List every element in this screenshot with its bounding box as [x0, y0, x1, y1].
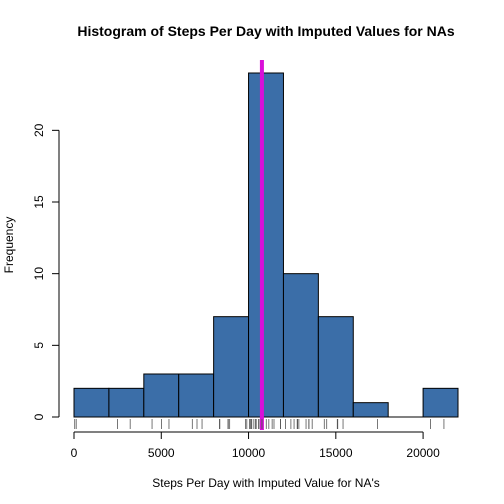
bar: [422, 387, 459, 418]
x-tick-label: 15000: [319, 446, 353, 460]
x-tick-label: 0: [71, 446, 78, 460]
x-tick-label: 5000: [148, 446, 175, 460]
x-axis-label: Steps Per Day with Imputed Value for NA'…: [152, 476, 380, 490]
bar: [282, 273, 319, 418]
chart-title: Histogram of Steps Per Day with Imputed …: [77, 23, 455, 39]
y-tick-label: 5: [32, 342, 46, 349]
bar: [108, 387, 145, 418]
bar: [352, 402, 389, 418]
bar: [73, 387, 110, 418]
y-tick-label: 20: [32, 123, 46, 137]
bar: [213, 316, 250, 418]
bars-group: [73, 72, 459, 418]
y-axis-label: Frequency: [2, 217, 16, 274]
x-tick-label: 10000: [232, 446, 266, 460]
y-tick-label: 0: [32, 413, 46, 420]
y-tick-label: 15: [32, 195, 46, 209]
rug-group: [74, 419, 445, 429]
x-tick-label: 20000: [406, 446, 440, 460]
bar: [143, 373, 180, 418]
x-axis: 0 5000 10000 15000 20000: [71, 431, 440, 460]
bar: [178, 373, 215, 418]
y-tick-label: 10: [32, 267, 46, 281]
y-axis: 0 5 10 15 20: [32, 123, 60, 420]
bar: [317, 316, 354, 418]
bar: [248, 72, 284, 418]
